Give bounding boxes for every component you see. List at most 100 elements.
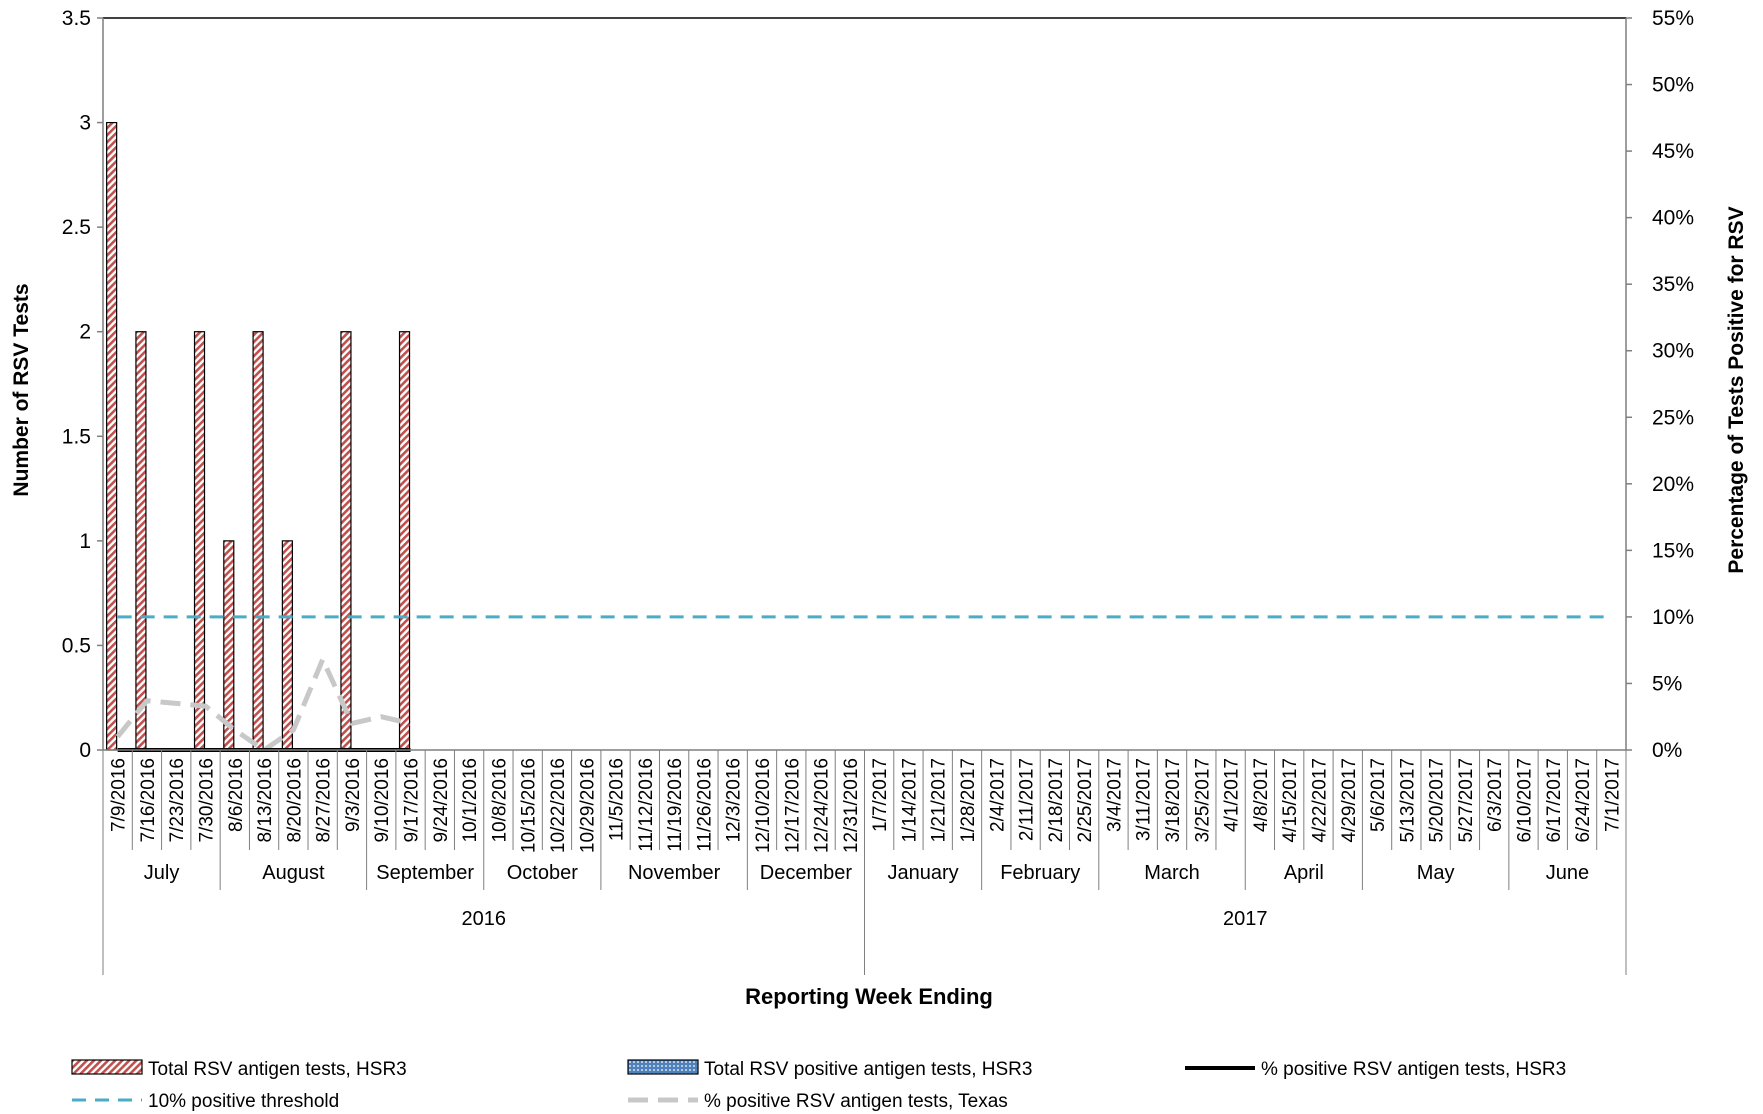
bar-total-tests <box>252 331 264 751</box>
x-axis-tick-label: 12/3/2016 <box>724 758 745 843</box>
x-axis-tick-label: 3/25/2017 <box>1192 758 1213 843</box>
x-axis-tick-label: 2/18/2017 <box>1046 758 1067 843</box>
x-axis-tick-label: 4/1/2017 <box>1222 758 1243 832</box>
right-axis-tick-label: 25% <box>1652 406 1694 429</box>
x-axis-tick-label: 8/13/2016 <box>255 758 276 843</box>
x-axis-tick-label: 6/24/2017 <box>1573 758 1594 843</box>
left-axis-tick-label: 2 <box>79 321 91 344</box>
legend-label: Total RSV antigen tests, HSR3 <box>148 1059 407 1080</box>
right-axis-tick-label: 40% <box>1652 207 1694 230</box>
right-axis-tick-label: 15% <box>1652 539 1694 562</box>
x-axis-tick-label: 2/25/2017 <box>1075 758 1096 843</box>
x-axis-tick-label: 2/4/2017 <box>987 758 1008 832</box>
x-axis-tick-label: 1/28/2017 <box>958 758 979 843</box>
legend-swatch-total-tests <box>71 1059 143 1075</box>
x-axis-tick-label: 11/12/2016 <box>636 758 657 852</box>
left-axis-title: Number of RSV Tests <box>10 283 33 496</box>
left-axis-tick-label: 1.5 <box>62 425 91 448</box>
x-axis-tick-label: 7/1/2017 <box>1602 758 1623 832</box>
x-axis-tick-label: 5/27/2017 <box>1456 758 1477 843</box>
left-axis-tick-label: 0 <box>79 739 91 762</box>
x-axis-month-label: October <box>507 862 578 884</box>
x-axis-tick-label: 12/31/2016 <box>841 758 862 853</box>
bar-total-tests <box>398 331 411 751</box>
bar-total-tests <box>193 331 206 751</box>
x-axis-month-label: August <box>262 862 325 884</box>
x-axis-tick-label: 1/7/2017 <box>870 758 891 832</box>
bar-total-tests <box>340 331 352 751</box>
legend-label: % positive RSV antigen tests, HSR3 <box>1261 1059 1566 1080</box>
legend-label: % positive RSV antigen tests, Texas <box>704 1091 1008 1112</box>
right-axis-tick-label: 45% <box>1652 140 1694 163</box>
x-axis-tick-label: 3/11/2017 <box>1134 758 1155 841</box>
right-axis-tick-label: 5% <box>1652 672 1682 695</box>
x-axis-tick-label: 8/27/2016 <box>314 758 335 843</box>
bar-total-tests <box>106 121 118 751</box>
left-axis-tick-label: 0.5 <box>62 634 91 657</box>
x-axis-tick-label: 5/6/2017 <box>1368 758 1389 832</box>
x-axis-tick-label: 2/11/2017 <box>1017 758 1038 841</box>
x-axis-tick-label: 7/16/2016 <box>138 758 159 843</box>
x-axis-month-label: May <box>1417 862 1455 884</box>
x-axis-tick-label: 4/22/2017 <box>1309 758 1330 843</box>
right-axis-tick-label: 0% <box>1652 739 1682 762</box>
x-axis-tick-label: 10/8/2016 <box>489 758 510 843</box>
x-axis-month-label: April <box>1284 862 1324 884</box>
x-axis-tick-label: 1/14/2017 <box>899 758 920 843</box>
x-axis-month-label: December <box>760 862 853 884</box>
left-axis-tick-label: 2.5 <box>62 216 91 239</box>
x-axis-tick-label: 10/29/2016 <box>577 758 598 853</box>
legend-label: Total RSV positive antigen tests, HSR3 <box>704 1059 1032 1080</box>
x-axis-tick-label: 9/24/2016 <box>431 758 452 843</box>
x-axis: 7/9/2016 7/16/2016 7/23/2016 7/30/2016 8/6/2… <box>102 749 1627 975</box>
x-axis-tick-label: 9/17/2016 <box>402 758 423 843</box>
x-axis-tick-label: 8/20/2016 <box>284 758 305 843</box>
x-axis-tick-label: 4/15/2017 <box>1280 758 1301 843</box>
left-axis-tick-label: 1 <box>79 530 91 553</box>
texas-percent-line <box>115 656 412 753</box>
left-axis-tick-label: 3 <box>79 112 91 135</box>
x-axis-tick-label: 4/29/2017 <box>1339 758 1360 843</box>
right-axis-ticks: 0% 5% 10% 15% 20% 25% 30% 35% 40% 45% 50% 55% <box>1626 7 1694 762</box>
x-axis-tick-label: 12/17/2016 <box>782 758 803 853</box>
right-axis-title: Percentage of Tests Positive for RSV <box>1725 206 1748 573</box>
right-axis-tick-label: 10% <box>1652 606 1694 629</box>
right-axis-tick-label: 50% <box>1652 74 1694 97</box>
x-axis-tick-label: 6/17/2017 <box>1544 758 1565 843</box>
x-axis-tick-label: 9/10/2016 <box>372 758 393 843</box>
x-axis-tick-label: 3/18/2017 <box>1163 758 1184 843</box>
right-axis-tick-label: 55% <box>1652 7 1694 30</box>
x-axis-tick-label: 5/13/2017 <box>1397 758 1418 843</box>
x-axis-month-label: January <box>887 862 958 884</box>
x-axis-tick-label: 10/22/2016 <box>548 758 569 853</box>
plot-area <box>102 17 1627 750</box>
legend-label: 10% positive threshold <box>148 1091 339 1112</box>
bars <box>106 121 411 751</box>
x-axis-tick-label: 12/10/2016 <box>753 758 774 853</box>
bar-total-tests <box>135 331 147 751</box>
x-axis-tick-label: 6/10/2017 <box>1514 758 1535 843</box>
right-axis-tick-label: 35% <box>1652 273 1694 296</box>
x-axis-tick-label: 12/24/2016 <box>812 758 833 853</box>
right-axis-tick-label: 30% <box>1652 340 1694 363</box>
bar-total-tests <box>281 540 293 751</box>
x-axis-month-label: July <box>144 862 180 884</box>
x-axis-tick-label: 11/26/2016 <box>694 758 715 852</box>
x-axis-tick-label: 10/15/2016 <box>519 758 540 853</box>
x-axis-tick-label: 7/9/2016 <box>109 758 130 832</box>
x-axis-month-label: November <box>628 862 721 884</box>
left-axis-tick-label: 3.5 <box>62 7 91 30</box>
x-axis-tick-label: 4/8/2017 <box>1251 758 1272 832</box>
legend-swatch-positive-tests <box>627 1059 699 1075</box>
x-axis-tick-label: 8/6/2016 <box>226 758 247 832</box>
x-axis-tick-label: 6/3/2017 <box>1485 758 1506 832</box>
x-axis-tick-label: 11/19/2016 <box>665 758 686 852</box>
x-axis-tick-label: 11/5/2016 <box>607 758 628 841</box>
x-axis-year-label: 2017 <box>1223 908 1268 930</box>
x-axis-tick-label: 9/3/2016 <box>343 758 364 832</box>
x-axis-tick-label: 3/4/2017 <box>1104 758 1125 832</box>
x-axis-tick-label: 5/20/2017 <box>1427 758 1448 843</box>
x-axis-month-label: June <box>1546 862 1589 884</box>
left-axis-ticks: 0 0.5 1 1.5 2 2.5 3 3.5 <box>62 7 103 762</box>
x-axis-tick-label: 10/1/2016 <box>460 758 481 843</box>
